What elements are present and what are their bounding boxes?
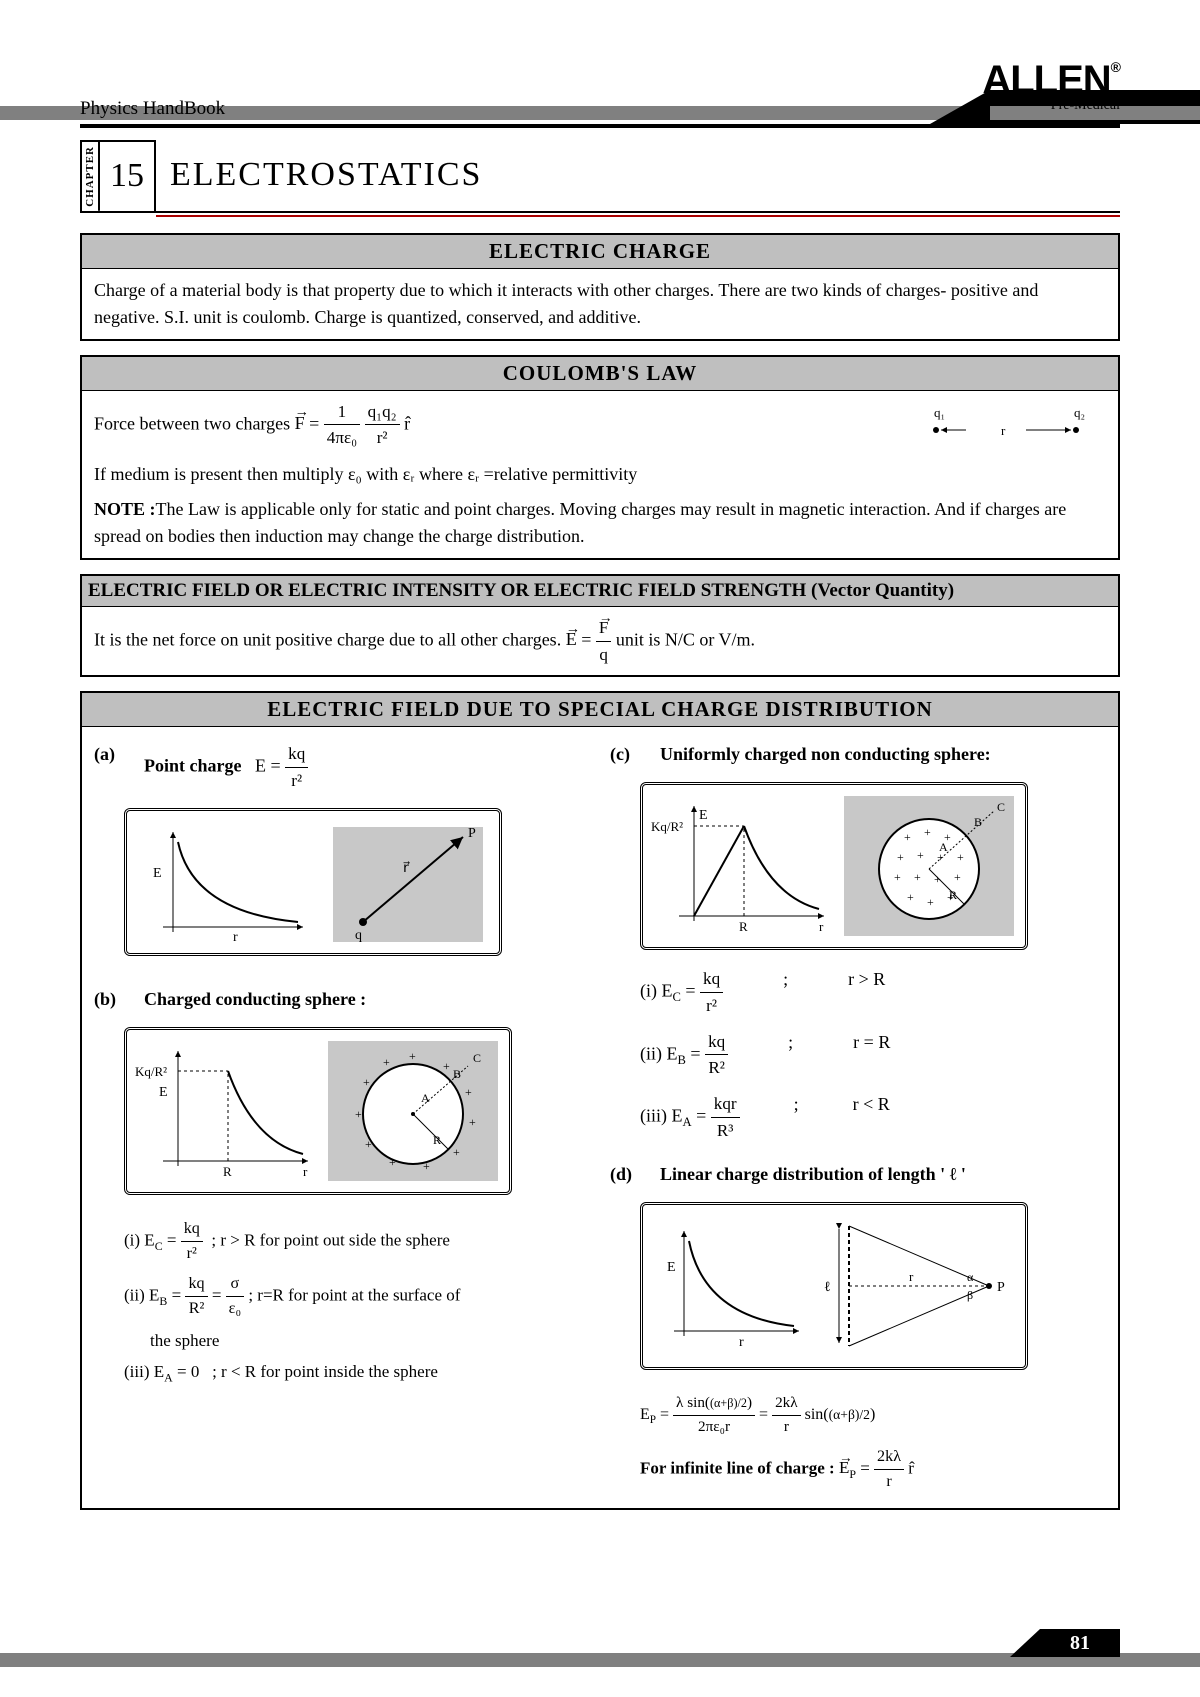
b-eq3: (iii) EA = 0 ; r < R for point inside th…	[124, 1359, 590, 1387]
svg-text:E: E	[153, 866, 162, 881]
svg-text:+: +	[453, 1145, 460, 1159]
chapter-title: ELECTROSTATICS	[156, 140, 1120, 213]
svg-text:+: +	[937, 850, 944, 864]
svg-text:+: +	[944, 830, 951, 844]
page-number: 81	[1040, 1629, 1120, 1657]
diagram-conducting-sphere: Kq/R² E R r R A B	[124, 1027, 512, 1195]
chapter-heading: CHAPTER 15 ELECTROSTATICS	[80, 140, 1120, 213]
section-heading: ELECTRIC CHARGE	[82, 235, 1118, 269]
svg-text:+: +	[897, 850, 904, 864]
svg-text:E: E	[699, 808, 708, 823]
efield-body: It is the net force on unit positive cha…	[82, 607, 1118, 675]
svg-text:q₂: q₂	[1074, 405, 1085, 420]
svg-text:q₁: q₁	[934, 405, 945, 420]
svg-text:+: +	[947, 890, 954, 904]
svg-text:r: r	[303, 1164, 308, 1179]
svg-text:+: +	[934, 872, 941, 886]
svg-text:B: B	[453, 1067, 461, 1081]
coulomb-formula: Force between two charges F = 14πε₀ q₁q₂…	[94, 399, 410, 451]
svg-text:+: +	[409, 1049, 416, 1063]
svg-text:B: B	[974, 815, 982, 829]
logo-text: ALLEN	[982, 58, 1110, 102]
logo-mark: ®	[1111, 59, 1120, 75]
section-body: Charge of a material body is that proper…	[82, 269, 1118, 339]
logo-subtitle: Pre-Medical	[800, 98, 1120, 114]
coulomb-diagram: q₁ q₂ r	[906, 405, 1106, 445]
svg-text:+: +	[917, 848, 924, 862]
subsection-c: (c) Uniformly charged non conducting sph…	[610, 741, 1106, 768]
svg-text:C: C	[997, 800, 1005, 814]
svg-text:+: +	[389, 1155, 396, 1169]
svg-text:A: A	[421, 1091, 430, 1105]
svg-text:+: +	[954, 870, 961, 884]
svg-text:+: +	[383, 1055, 390, 1069]
svg-text:+: +	[443, 1059, 450, 1073]
svg-text:r: r	[233, 930, 238, 945]
svg-text:+: +	[355, 1107, 362, 1121]
svg-text:E: E	[159, 1085, 168, 1100]
svg-text:q: q	[355, 928, 362, 943]
svg-text:r: r	[739, 1335, 744, 1350]
svg-text:Kq/R²: Kq/R²	[651, 819, 683, 834]
svg-text:+: +	[927, 895, 934, 909]
diagram-nonconducting-sphere: Kq/R² E R r R A B C	[640, 782, 1028, 950]
svg-text:+: +	[907, 890, 914, 904]
svg-text:+: +	[465, 1085, 472, 1099]
b-eq1: (i) EC = kqr² ; r > R for point out side…	[124, 1217, 590, 1266]
subsection-a: (a) Point charge E = kqr²	[94, 741, 590, 793]
svg-text:+: +	[914, 870, 921, 884]
section-distribution: ELECTRIC FIELD DUE TO SPECIAL CHARGE DIS…	[80, 691, 1120, 1510]
svg-text:+: +	[957, 850, 964, 864]
c-eq1: (i) EC = kqr²;r > R	[640, 966, 1106, 1018]
svg-text:+: +	[365, 1137, 372, 1151]
svg-text:E: E	[667, 1260, 676, 1275]
c-eq3: (iii) EA = kqrR³;r < R	[640, 1091, 1106, 1143]
svg-text:+: +	[924, 825, 931, 839]
svg-text:β: β	[967, 1288, 973, 1302]
section-electric-charge: ELECTRIC CHARGE Charge of a material bod…	[80, 233, 1120, 341]
coulomb-medium: If medium is present then multiply ε₀ wi…	[94, 461, 1106, 488]
chapter-number: 15	[100, 142, 154, 211]
b-eq2b: the sphere	[150, 1328, 590, 1354]
svg-text:α: α	[967, 1270, 974, 1284]
svg-text:P: P	[468, 826, 476, 841]
diagram-linear-charge: E r ℓ r α β P	[640, 1202, 1028, 1370]
svg-text:C: C	[473, 1051, 481, 1065]
d-eq: EP = λ sin((α+β)/2)2πε₀r = 2kλr sin((α+β…	[640, 1392, 1106, 1439]
page-footer: 81	[0, 1653, 1200, 1667]
c-eq2: (ii) EB = kqR²;r = R	[640, 1029, 1106, 1081]
brand-logo: ALLEN® Pre-Medical	[800, 60, 1120, 120]
svg-text:R: R	[433, 1133, 441, 1147]
svg-text:R: R	[223, 1164, 232, 1179]
page-header: Physics HandBook ALLEN® Pre-Medical	[80, 60, 1120, 128]
subsection-d: (d) Linear charge distribution of length…	[610, 1161, 1106, 1188]
svg-text:R: R	[739, 919, 748, 934]
section-heading: ELECTRIC FIELD DUE TO SPECIAL CHARGE DIS…	[82, 693, 1118, 727]
svg-text:+: +	[469, 1115, 476, 1129]
svg-text:+: +	[423, 1159, 430, 1173]
diagram-point-charge: E r r⃗ P q	[124, 808, 502, 956]
b-eq2: (ii) EB = kqR² = σε₀ ; r=R for point at …	[124, 1272, 590, 1321]
subsection-b: (b) Charged conducting sphere :	[94, 986, 590, 1013]
svg-text:r: r	[819, 919, 824, 934]
svg-text:r: r	[1001, 423, 1006, 438]
footer-wedge	[1010, 1629, 1040, 1657]
svg-text:Kq/R²: Kq/R²	[135, 1064, 167, 1079]
svg-text:+: +	[363, 1075, 370, 1089]
svg-text:P: P	[997, 1280, 1005, 1295]
svg-text:+: +	[894, 870, 901, 884]
d-infinite: For infinite line of charge : EP = 2kλr …	[640, 1445, 1106, 1494]
section-heading: ELECTRIC FIELD OR ELECTRIC INTENSITY OR …	[82, 576, 1118, 607]
section-coulomb: COULOMB'S LAW Force between two charges …	[80, 355, 1120, 560]
book-title: Physics HandBook	[80, 98, 225, 120]
svg-text:ℓ: ℓ	[824, 1280, 831, 1295]
coulomb-note: NOTE :The Law is applicable only for sta…	[94, 496, 1106, 550]
svg-text:+: +	[904, 830, 911, 844]
svg-text:r: r	[909, 1269, 914, 1284]
chapter-label: CHAPTER	[82, 142, 100, 211]
section-efield: ELECTRIC FIELD OR ELECTRIC INTENSITY OR …	[80, 574, 1120, 677]
section-heading: COULOMB'S LAW	[82, 357, 1118, 391]
